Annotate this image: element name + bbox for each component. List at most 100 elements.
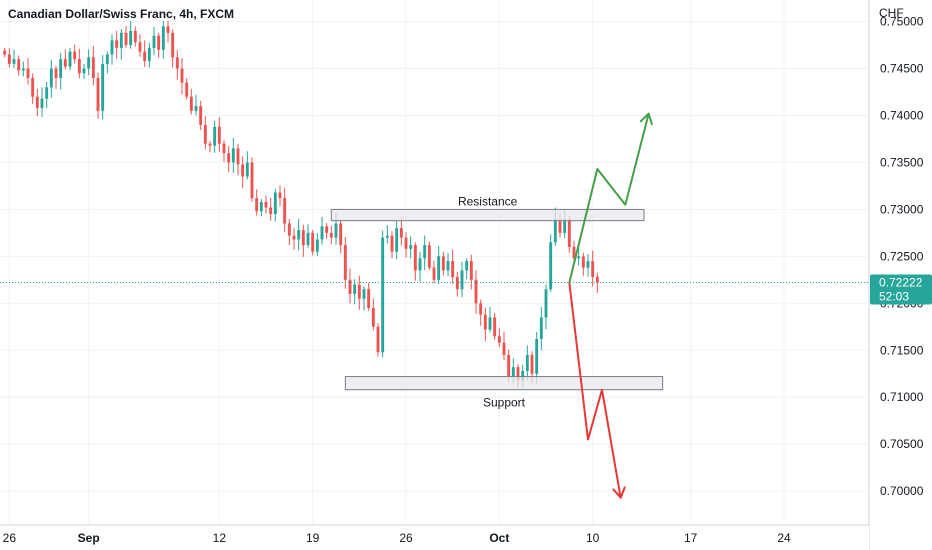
candle bbox=[96, 72, 100, 119]
candle-body bbox=[292, 235, 296, 240]
candle bbox=[535, 331, 539, 385]
price-tick-label: 0.73000 bbox=[880, 202, 924, 216]
candle-body bbox=[488, 317, 492, 330]
time-axis[interactable]: 26 Sep 12 19 26 Oct 10 17 24 bbox=[0, 524, 869, 550]
candle bbox=[180, 58, 184, 95]
candle bbox=[549, 234, 553, 293]
candle bbox=[236, 143, 240, 176]
candlesticks bbox=[3, 16, 599, 389]
arrow-head bbox=[639, 112, 653, 126]
candle-body bbox=[138, 42, 142, 52]
arrow-arrow_up bbox=[568, 112, 653, 283]
candle bbox=[287, 218, 291, 246]
candle-body bbox=[409, 245, 413, 249]
candle bbox=[21, 61, 25, 77]
candle-body bbox=[306, 232, 310, 246]
candle-body bbox=[152, 35, 156, 48]
candle-body bbox=[255, 198, 259, 212]
candle bbox=[385, 225, 389, 244]
candle bbox=[77, 48, 81, 79]
candle bbox=[567, 215, 571, 253]
candle bbox=[474, 270, 478, 314]
candle-body bbox=[455, 277, 459, 290]
candle-body bbox=[502, 342, 506, 355]
candle bbox=[404, 232, 408, 258]
candle-body bbox=[334, 223, 338, 238]
candle-body bbox=[586, 261, 590, 268]
candle bbox=[222, 140, 226, 162]
candle-body bbox=[399, 228, 403, 238]
candle-body bbox=[96, 77, 100, 111]
candle bbox=[469, 254, 473, 290]
candle-body bbox=[539, 317, 543, 340]
candle bbox=[119, 29, 123, 60]
candle-body bbox=[460, 270, 464, 290]
candle-body bbox=[21, 68, 25, 71]
candle bbox=[185, 78, 189, 100]
candle bbox=[133, 26, 137, 47]
candle-body bbox=[175, 57, 179, 69]
candle-body bbox=[171, 32, 175, 58]
candle bbox=[245, 151, 249, 180]
time-tick-label: 26 bbox=[3, 531, 17, 545]
candle-body bbox=[446, 261, 450, 271]
candle-body bbox=[511, 367, 515, 377]
candle bbox=[539, 306, 543, 351]
candle-body bbox=[143, 51, 147, 62]
candle-body bbox=[87, 57, 91, 69]
candle bbox=[315, 233, 319, 256]
candle-body bbox=[469, 261, 473, 280]
candle bbox=[45, 81, 49, 109]
zone-support: Support bbox=[344, 376, 664, 410]
candle bbox=[203, 116, 207, 150]
candle-body bbox=[530, 354, 534, 374]
candle bbox=[325, 222, 329, 239]
candle bbox=[63, 49, 67, 70]
candle bbox=[105, 51, 109, 74]
candle bbox=[297, 218, 301, 251]
candle-body bbox=[101, 63, 105, 111]
chart-title: Canadian Dollar/Swiss Franc, 4h, FXCM bbox=[6, 7, 237, 21]
candle-body bbox=[250, 162, 254, 199]
candle-body bbox=[343, 245, 347, 280]
candle-body bbox=[68, 51, 72, 67]
candle bbox=[143, 40, 147, 67]
candle bbox=[423, 235, 427, 271]
candle-body bbox=[110, 40, 114, 55]
arrow-arrow_down bbox=[568, 282, 626, 499]
candle-body bbox=[199, 106, 203, 125]
candle-body bbox=[45, 87, 49, 99]
candle-body bbox=[381, 237, 385, 353]
candle bbox=[3, 47, 7, 58]
candle-body bbox=[497, 336, 501, 343]
candle bbox=[35, 88, 39, 117]
candle-body bbox=[273, 192, 277, 215]
candle bbox=[544, 284, 548, 330]
candle bbox=[26, 58, 30, 85]
candle-body bbox=[129, 30, 133, 46]
candle bbox=[432, 260, 436, 284]
candle-body bbox=[77, 59, 81, 74]
candle bbox=[502, 331, 506, 361]
candle-body bbox=[31, 77, 35, 97]
candle bbox=[189, 88, 193, 115]
candle bbox=[451, 249, 455, 284]
candle bbox=[343, 237, 347, 289]
candle-body bbox=[479, 303, 483, 315]
candle-body bbox=[591, 261, 595, 278]
candle-body bbox=[189, 96, 193, 111]
candle-body bbox=[278, 192, 282, 199]
candle bbox=[479, 299, 483, 326]
candle-body bbox=[395, 228, 399, 252]
candle-body bbox=[441, 256, 445, 271]
candle-body bbox=[166, 26, 170, 33]
candle-body bbox=[26, 68, 30, 78]
candle bbox=[194, 94, 198, 116]
zone-label: Support bbox=[483, 396, 526, 410]
candle-body bbox=[287, 223, 291, 236]
candle-body bbox=[483, 314, 487, 330]
candle-body bbox=[427, 245, 431, 268]
candle bbox=[213, 120, 217, 153]
candle-body bbox=[297, 230, 301, 240]
